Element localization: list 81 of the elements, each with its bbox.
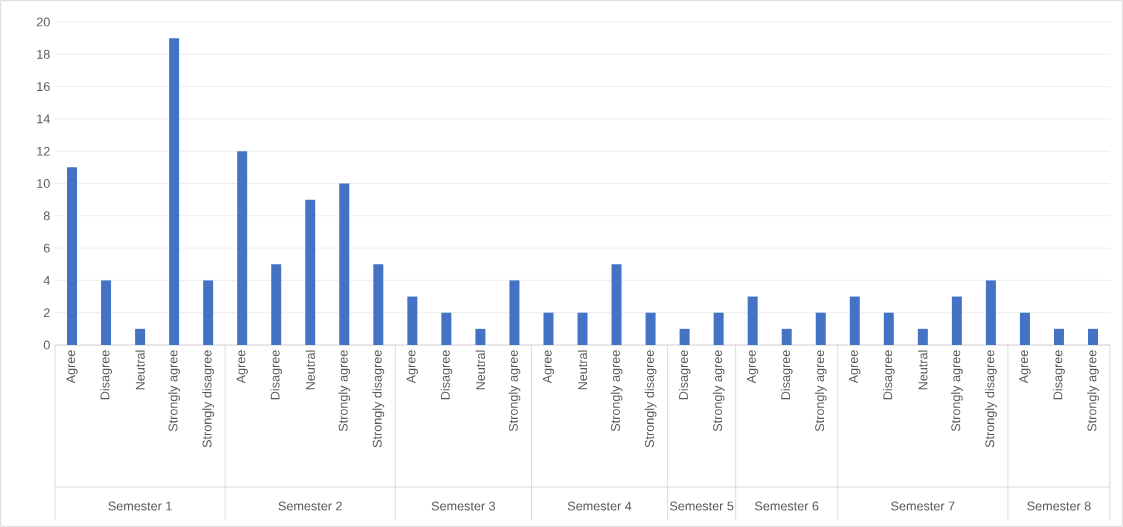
bar bbox=[305, 199, 316, 345]
bar bbox=[475, 328, 486, 345]
text: Semester 2 bbox=[278, 501, 342, 511]
x-tick-label: Disagree bbox=[100, 350, 112, 400]
bar bbox=[985, 280, 996, 345]
bar bbox=[1053, 328, 1064, 345]
bar bbox=[713, 312, 724, 345]
bar bbox=[373, 264, 384, 345]
y-tick-label: 4 bbox=[43, 276, 50, 285]
y-tick-label: 18 bbox=[37, 49, 50, 59]
x-tick-label: Strongly agree bbox=[814, 350, 827, 432]
text: Semester 6 bbox=[755, 501, 819, 511]
bar bbox=[577, 312, 588, 345]
x-tick-label: Neutral bbox=[918, 350, 928, 390]
x-tick-label: Strongly disagree bbox=[372, 350, 385, 448]
bar bbox=[169, 38, 180, 345]
bar bbox=[509, 280, 520, 345]
bar bbox=[679, 328, 690, 345]
x-tick-label: Strongly agree bbox=[338, 350, 351, 432]
x-tick-label: Agree bbox=[849, 350, 861, 384]
bar bbox=[951, 296, 962, 345]
x-tick-label: Neutral bbox=[305, 350, 315, 390]
text: Semester 3 bbox=[431, 501, 496, 511]
bar bbox=[543, 312, 554, 345]
x-tick-label: Strongly disagree bbox=[202, 350, 215, 448]
x-tick-label: Disagree bbox=[678, 350, 691, 400]
y-tick-label: 20 bbox=[36, 17, 50, 27]
x-tick-label: Strongly agree bbox=[712, 350, 725, 432]
bar bbox=[781, 328, 792, 345]
bar bbox=[849, 296, 860, 345]
y-tick-label: 14 bbox=[37, 114, 50, 124]
x-tick-label: Strongly disagree bbox=[985, 350, 997, 448]
bar bbox=[339, 183, 350, 345]
x-tick-label: Strongly agree bbox=[508, 350, 521, 432]
text: Semester 8 bbox=[1027, 501, 1091, 511]
x-tick-label: Disagree bbox=[780, 350, 793, 400]
bar bbox=[441, 312, 452, 345]
x-tick-label: Disagree bbox=[882, 350, 895, 400]
text: Semester 7 bbox=[891, 501, 955, 511]
x-tick-label: Strongly agree bbox=[610, 350, 623, 432]
bar bbox=[917, 328, 928, 345]
y-tick-label: 10 bbox=[37, 179, 50, 188]
y-tick-label: 6 bbox=[43, 243, 50, 253]
x-tick-label: Agree bbox=[406, 350, 418, 384]
x-tick-label: Neutral bbox=[475, 350, 486, 390]
x-tick-label: Agree bbox=[542, 350, 555, 384]
x-tick-label: Agree bbox=[747, 350, 759, 384]
x-tick-label: Disagree bbox=[270, 350, 283, 400]
bar bbox=[135, 328, 146, 345]
x-tick-label: Strongly agree bbox=[950, 350, 963, 432]
x-tick-label: Disagree bbox=[1053, 350, 1065, 400]
y-tick-label: 16 bbox=[37, 82, 50, 92]
bar bbox=[747, 296, 758, 345]
x-tick-label: Strongly agree bbox=[168, 350, 180, 432]
y-tick-label: 0 bbox=[43, 340, 50, 350]
bar bbox=[611, 264, 622, 345]
x-tick-label: Disagree bbox=[440, 350, 453, 400]
bar bbox=[271, 264, 282, 345]
text: Semester 4 bbox=[567, 501, 632, 511]
y-tick-label: 12 bbox=[37, 146, 50, 156]
x-tick-label: Neutral bbox=[135, 350, 145, 390]
bar bbox=[645, 312, 656, 345]
bar bbox=[883, 312, 894, 345]
text: Semester 1 bbox=[108, 501, 172, 511]
y-tick-label: 2 bbox=[43, 308, 50, 318]
bar bbox=[1019, 312, 1030, 345]
x-tick-label: Neutral bbox=[577, 350, 588, 390]
bar bbox=[237, 151, 248, 345]
text: Semester 5 bbox=[669, 501, 734, 511]
bar bbox=[1087, 328, 1098, 345]
bar bbox=[407, 296, 418, 345]
bar bbox=[203, 280, 214, 345]
bar bbox=[815, 312, 826, 345]
x-tick-label: Agree bbox=[236, 350, 248, 384]
x-tick-label: Agree bbox=[1019, 350, 1031, 384]
bar bbox=[101, 280, 112, 345]
x-tick-label: Agree bbox=[66, 350, 78, 384]
y-tick-label: 8 bbox=[43, 211, 50, 221]
x-tick-label: Strongly disagree bbox=[644, 350, 657, 448]
x-tick-label: Strongly agree bbox=[1087, 350, 1099, 432]
bar bbox=[67, 167, 78, 345]
